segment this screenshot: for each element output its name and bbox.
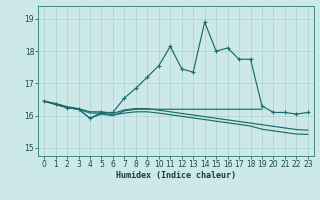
X-axis label: Humidex (Indice chaleur): Humidex (Indice chaleur) — [116, 171, 236, 180]
